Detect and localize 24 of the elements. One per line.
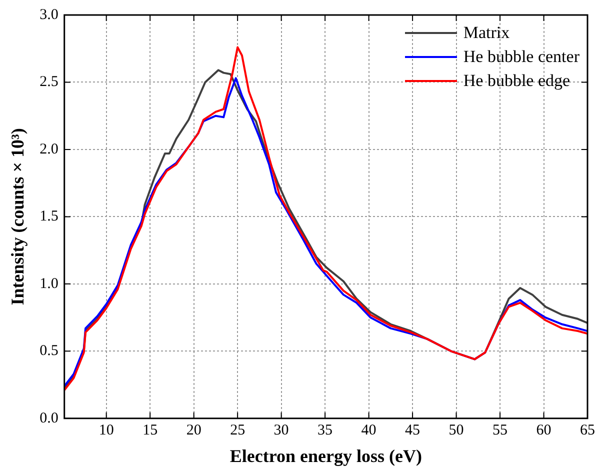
- x-tick-label: 45: [405, 422, 420, 438]
- y-tick-label: 2.0: [40, 141, 58, 158]
- y-tick-label: 0.5: [40, 343, 58, 360]
- y-tick-label: 2.5: [40, 74, 58, 90]
- x-tick-label: 50: [448, 422, 464, 438]
- x-tick-label: 55: [492, 422, 508, 438]
- x-axis-title: Electron energy loss (eV): [230, 446, 422, 466]
- x-tick-label: 60: [536, 422, 552, 438]
- x-tick-label: 65: [580, 422, 595, 438]
- x-tick-label: 20: [186, 422, 202, 438]
- x-tick-label: 30: [274, 422, 289, 438]
- x-tick-label: 15: [142, 422, 158, 438]
- x-tick-label: 10: [98, 422, 114, 438]
- x-tick-label: 40: [361, 422, 376, 438]
- legend-label: Matrix: [463, 22, 510, 44]
- x-tick-label: 25: [230, 422, 246, 438]
- y-tick-label: 1.5: [40, 208, 58, 225]
- x-tick-label: 35: [318, 422, 333, 438]
- y-axis-title: Intensity (counts × 10³): [7, 128, 28, 306]
- legend-label: He bubble edge: [463, 70, 570, 92]
- y-tick-label: 0.0: [40, 410, 58, 426]
- legend-label: He bubble center: [463, 46, 580, 68]
- y-tick-label: 3.0: [40, 6, 58, 23]
- y-tick-label: 1.0: [40, 276, 58, 292]
